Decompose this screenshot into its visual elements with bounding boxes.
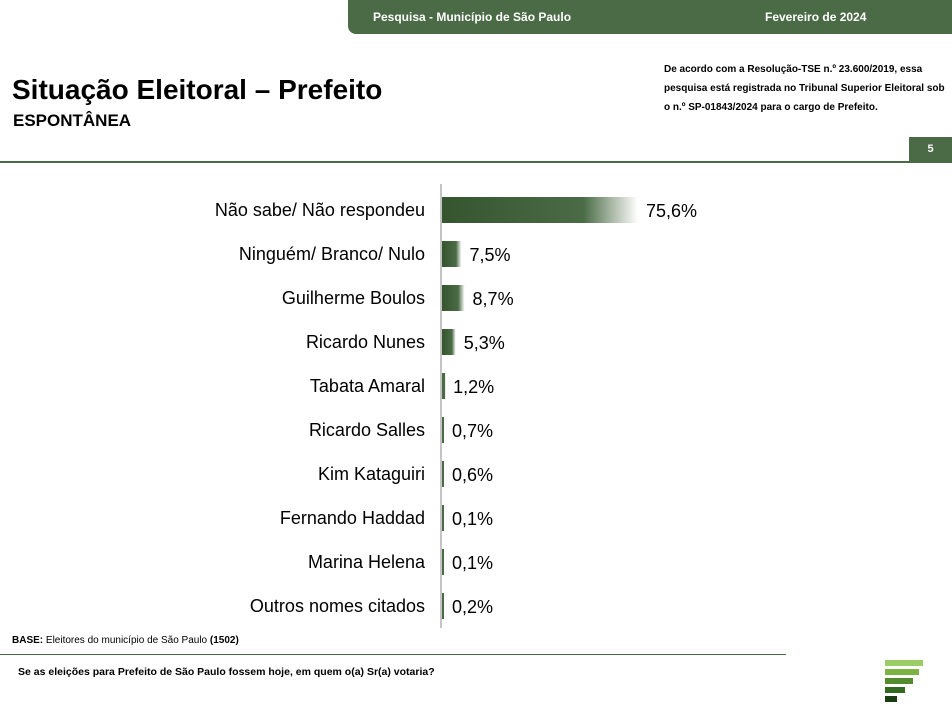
- value-label: 0,6%: [452, 465, 493, 485]
- category-label: Tabata Amaral: [310, 376, 425, 396]
- logo-icon: [885, 660, 923, 702]
- page-title: Situação Eleitoral – Prefeito: [12, 74, 383, 105]
- bar-chart: Não sabe/ Não respondeu 75,6% Ninguém/ Bra…: [215, 184, 697, 628]
- value-label: 8,7%: [473, 289, 514, 309]
- category-label: Ricardo Nunes: [306, 332, 425, 352]
- header-bar: Pesquisa - Município de São Paulo Fevere…: [348, 0, 952, 34]
- question-text: Se as eleições para Prefeito de São Paul…: [18, 666, 435, 678]
- base-count: (1502): [209, 635, 239, 646]
- category-label: Marina Helena: [308, 552, 426, 572]
- category-label: Outros nomes citados: [250, 596, 425, 616]
- base-text: Eleitores do município de São Paulo: [43, 635, 210, 646]
- top-divider: [0, 161, 952, 163]
- page-subtitle: ESPONTÂNEA: [13, 111, 132, 130]
- bar: [442, 241, 462, 267]
- bar: [442, 373, 446, 399]
- value-label: 5,3%: [464, 333, 505, 353]
- base-note: BASE: Eleitores do município de São Paul…: [12, 635, 239, 646]
- page-number: 5: [909, 137, 952, 162]
- value-label: 0,1%: [452, 553, 493, 573]
- category-label: Não sabe/ Não respondeu: [215, 200, 425, 220]
- bar: [442, 417, 444, 443]
- value-label: 75,6%: [646, 201, 697, 221]
- registration-note: De acordo com a Resolução-TSE n.º 23.600…: [664, 64, 945, 113]
- value-label: 0,7%: [452, 421, 493, 441]
- category-label: Ricardo Salles: [309, 420, 425, 440]
- bar: [442, 593, 444, 619]
- category-label: Ninguém/ Branco/ Nulo: [239, 244, 425, 264]
- bar: [442, 329, 456, 355]
- bar: [442, 197, 638, 223]
- header-survey-label: Pesquisa - Município de São Paulo: [373, 10, 572, 24]
- bar: [442, 549, 444, 575]
- value-label: 0,1%: [452, 509, 493, 529]
- category-label: Guilherme Boulos: [282, 288, 425, 308]
- bottom-divider: [0, 654, 786, 655]
- base-label: BASE:: [12, 635, 44, 646]
- bar: [442, 285, 465, 311]
- bar: [442, 505, 444, 531]
- value-label: 0,2%: [452, 597, 493, 617]
- category-label: Fernando Haddad: [280, 508, 425, 528]
- bar: [442, 461, 444, 487]
- category-label: Kim Kataguiri: [318, 464, 425, 484]
- value-label: 1,2%: [453, 377, 494, 397]
- header-date-label: Fevereiro de 2024: [765, 10, 867, 24]
- value-label: 7,5%: [469, 245, 510, 265]
